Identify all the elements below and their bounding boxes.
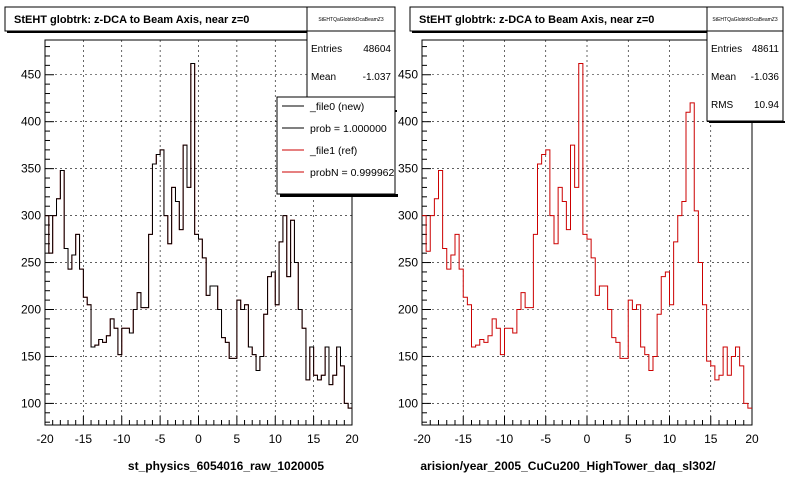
- legend-box: [276, 96, 396, 195]
- y-tick-label: 450: [21, 68, 41, 82]
- stats-header: StEHTQaGlobtrkDcaBeamZ3: [712, 17, 778, 23]
- legend-entry-label: prob = 1.000000: [310, 123, 387, 135]
- x-tick-label: 0: [584, 432, 591, 446]
- stat-label: Entries: [311, 44, 342, 55]
- plot-frame: [421, 39, 753, 426]
- y-tick-label: 250: [21, 256, 41, 270]
- stats-box-shadow: [709, 121, 785, 123]
- x-tick-label: 15: [704, 432, 718, 446]
- stat-value: 48604: [363, 44, 391, 55]
- stat-value: 48611: [752, 44, 780, 55]
- title-box-shadow: [412, 31, 709, 33]
- y-tick-label: 400: [21, 115, 41, 129]
- histogram-series-0: [45, 62, 352, 409]
- x-tick-label: -20: [36, 432, 54, 446]
- y-tick-label: 350: [21, 162, 41, 176]
- stat-value: -1.037: [363, 72, 392, 83]
- x-tick-label: 10: [663, 432, 677, 446]
- x-tick-label: 5: [625, 432, 632, 446]
- y-tick-label: 400: [398, 115, 418, 129]
- histogram-panel-left: 100 150 200 250 300 350 400 450 -20 -15 -10 -5 0 5 10 1…: [4, 6, 398, 473]
- title-box: [4, 6, 309, 32]
- stat-label: RMS: [711, 100, 734, 111]
- panel-title: StEHT globtrk: z-DCA to Beam Axis, near …: [14, 14, 249, 26]
- legend-entry-label: probN = 0.999962: [310, 167, 395, 179]
- stats-box: [706, 6, 784, 122]
- x-tick-label: 20: [345, 432, 359, 446]
- histogram-panel-right: 100 150 200 250 300 350 400 450 -20 -15 -10 -5 0 5 10 1…: [398, 6, 785, 473]
- y-tick-label: 350: [398, 162, 418, 176]
- y-tick-label: 100: [398, 396, 418, 410]
- y-tick-label: 200: [398, 303, 418, 317]
- x-tick-label: 20: [745, 432, 759, 446]
- bottom-file-label: st_physics_6054016_raw_1020005: [128, 459, 324, 473]
- stat-label: Mean: [311, 72, 336, 83]
- stat-value: -1.036: [751, 72, 780, 83]
- x-tick-label: 10: [269, 432, 283, 446]
- x-tick-label: -5: [540, 432, 551, 446]
- x-tick-label: -15: [75, 432, 93, 446]
- x-tick-label: 15: [307, 432, 321, 446]
- stat-value: 10.94: [754, 100, 779, 111]
- y-tick-label: 250: [398, 256, 418, 270]
- x-tick-label: -10: [496, 432, 514, 446]
- x-tick-label: -5: [155, 432, 166, 446]
- y-tick-label: 200: [21, 303, 41, 317]
- legend: _file0 (new) prob = 1.000000 _file1 (ref) p…: [276, 96, 398, 197]
- panel-title: StEHT globtrk: z-DCA to Beam Axis, near …: [419, 14, 654, 26]
- y-tick-label: 300: [398, 209, 418, 223]
- y-tick-label: 150: [398, 349, 418, 363]
- stats-header: StEHTQaGlobtrkDcaBeamZ3: [318, 17, 384, 23]
- legend-box-shadow: [280, 194, 398, 197]
- y-tick-label: 150: [21, 349, 41, 363]
- histogram-series-0: [422, 62, 752, 409]
- title-box-shadow: [7, 31, 310, 33]
- title-box: [409, 6, 708, 32]
- legend-entry-label: _file1 (ref): [309, 145, 357, 157]
- y-tick-label: 450: [398, 68, 418, 82]
- x-tick-label: -15: [455, 432, 473, 446]
- stats-box: [306, 6, 396, 111]
- stat-label: Entries: [711, 44, 742, 55]
- x-tick-label: -10: [113, 432, 131, 446]
- x-tick-label: -20: [413, 432, 431, 446]
- y-tick-label: 100: [21, 396, 41, 410]
- x-tick-label: 5: [234, 432, 241, 446]
- x-tick-label: 0: [195, 432, 202, 446]
- stat-label: Mean: [711, 72, 736, 83]
- legend-entry-label: _file0 (new): [309, 101, 364, 113]
- bottom-file-label: arision/year_2005_CuCu200_HighTower_daq_…: [420, 459, 716, 473]
- y-tick-label: 300: [21, 209, 41, 223]
